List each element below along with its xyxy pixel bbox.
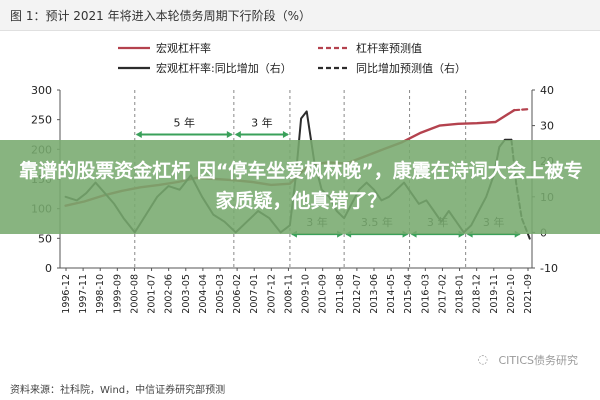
left-tick-label: 50 — [38, 232, 52, 245]
x-tick-label: 2017-02 — [437, 274, 448, 314]
citics-logo-icon: ◌ — [477, 352, 488, 366]
x-tick-label: 2018-12 — [472, 274, 483, 314]
left-tick-label: 0 — [45, 262, 52, 275]
legend-label-2: 杠杆率预测值 — [356, 41, 422, 55]
x-tick-label: 2006-02 — [232, 274, 243, 314]
series-line-2 — [513, 107, 532, 112]
x-tick-label: 2019-11 — [489, 274, 500, 314]
x-tick-label: 2007-12 — [266, 274, 277, 314]
cycle-label: 3 年 — [251, 116, 273, 130]
x-tick-label: 1998-10 — [95, 274, 106, 314]
legend-label-1: 宏观杠杆率 — [156, 41, 211, 55]
x-tick-label: 2000-08 — [129, 274, 140, 314]
x-tick-label: 2003-05 — [181, 274, 192, 314]
x-tick-label: 2009-10 — [301, 274, 312, 314]
right-tick-label: 30 — [540, 120, 554, 133]
x-tick-label: 2010-09 — [318, 274, 329, 314]
figure-footer: 资料来源：社科院，Wind，中信证券研究部预测 — [0, 378, 600, 400]
x-tick-label: 2011-08 — [335, 274, 346, 314]
x-tick-label: 2008-11 — [283, 274, 294, 314]
x-tick-label: 2021-09 — [523, 274, 534, 314]
x-tick-label: 1997-11 — [78, 274, 89, 314]
overlay-headline: 靠谱的股票资金杠杆 因“停车坐爱枫林晚”，康震在诗词大会上被专家质疑，他真错了？ — [19, 160, 583, 212]
x-tick-label: 2007-01 — [249, 274, 260, 314]
x-tick-label: 2015-04 — [403, 274, 414, 314]
watermark: CITICS债务研究 — [498, 354, 578, 367]
x-tick-label: 1996-12 — [61, 274, 72, 314]
left-tick-label: 250 — [31, 114, 52, 127]
legend-label-4: 同比增加预测值（右） — [356, 61, 466, 75]
source-note: 资料来源：社科院，Wind，中信证券研究部预测 — [10, 385, 226, 396]
x-tick-label: 2013-06 — [369, 274, 380, 314]
right-tick-label: 40 — [540, 84, 554, 97]
legend-label-3: 宏观杠杆率:同比增加（右） — [156, 61, 292, 75]
x-tick-label: 2005-03 — [215, 274, 226, 314]
figure-title: 图 1：预计 2021 年将进入本轮债务周期下行阶段（%） — [10, 9, 312, 23]
x-tick-label: 2004-04 — [198, 274, 209, 314]
x-tick-label: 2012-07 — [352, 274, 363, 314]
cycle-arrow-head-right — [226, 131, 233, 138]
figure-header: 图 1：预计 2021 年将进入本轮债务周期下行阶段（%） — [0, 0, 600, 31]
x-tick-label: 2016-03 — [420, 274, 431, 314]
x-tick-label: 1999-09 — [112, 274, 123, 314]
x-tick-label: 2020-10 — [506, 274, 517, 314]
cycle-arrow-head-left — [135, 131, 142, 138]
cycle-label: 5 年 — [174, 116, 196, 130]
right-tick-label: -10 — [540, 262, 558, 275]
x-tick-label: 2014-05 — [386, 274, 397, 314]
x-tick-label: 2002-06 — [164, 274, 175, 314]
x-tick-label: 2001-07 — [147, 274, 158, 314]
left-tick-label: 300 — [31, 84, 52, 97]
cycle-arrow-head-right — [282, 131, 289, 138]
x-tick-label: 2018-01 — [455, 274, 466, 314]
headline-overlay: 靠谱的股票资金杠杆 因“停车坐爱枫林晚”，康震在诗词大会上被专家质疑，他真错了？ — [0, 140, 600, 234]
cycle-arrow-head-left — [234, 131, 241, 138]
